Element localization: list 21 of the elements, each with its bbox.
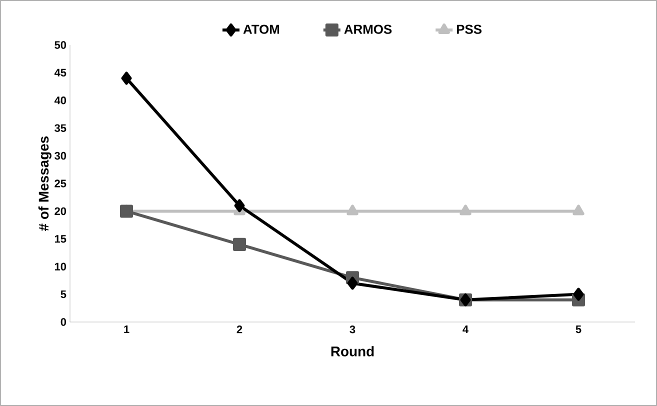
y-tick-label: 25 [54, 180, 66, 188]
x-tick-label: 1 [124, 326, 130, 334]
y-tick-label: 0 [60, 318, 66, 326]
y-tick-label: 15 [54, 235, 66, 243]
x-tick-label: 5 [576, 326, 582, 334]
x-axis-title: Round [331, 346, 374, 356]
y-tick-label: 20 [54, 207, 66, 216]
y-tick-label: 30 [54, 152, 66, 160]
x-tick-label: 3 [350, 326, 356, 334]
legend-label: PSS [456, 24, 482, 34]
legend-label: ATOM [243, 24, 280, 34]
legend-label: ARMOS [344, 24, 392, 34]
y-tick-label: 45 [54, 68, 66, 77]
y-tick-label: 5 [60, 290, 66, 298]
y-tick-label: 35 [54, 124, 66, 132]
y-axis-title: # of Messages [38, 136, 52, 231]
x-tick-label: 4 [462, 326, 468, 334]
y-tick-label: 40 [54, 96, 66, 104]
y-tick-label: 10 [54, 262, 66, 270]
y-tick-label: 50 [54, 41, 66, 49]
x-tick-label: 2 [236, 326, 242, 334]
